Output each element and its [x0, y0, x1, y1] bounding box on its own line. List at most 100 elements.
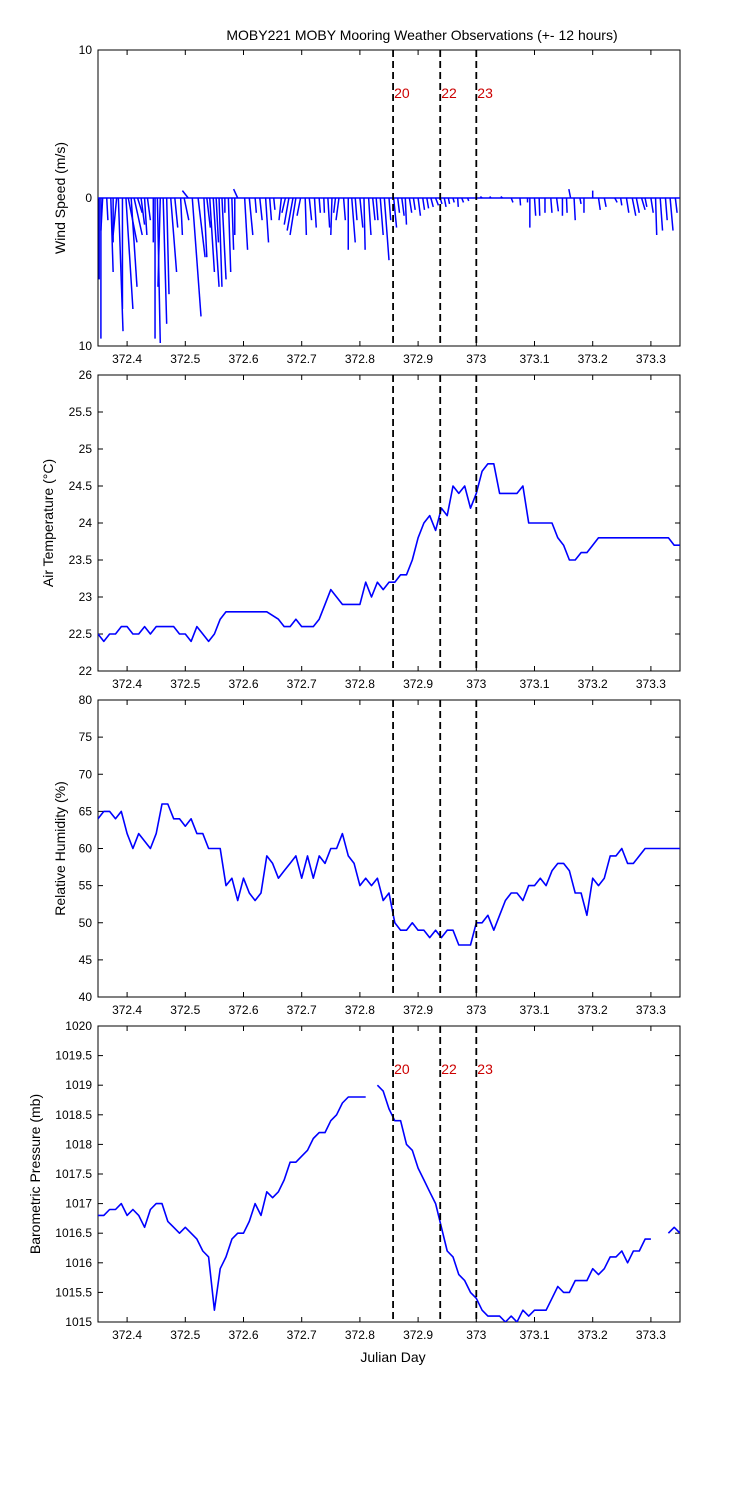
wind-stick [157, 197, 162, 287]
wind-stick [143, 197, 148, 236]
wind-stick [654, 197, 658, 236]
x-tick-label: 373.3 [636, 352, 666, 366]
x-tick-label: 373.1 [519, 352, 549, 366]
wind-stick [533, 197, 537, 216]
wind-stick [100, 197, 104, 231]
panel-3: 372.4 372.5 372.6 372.7 372.8 372.9 373 373.1 37… [52, 693, 681, 1017]
x-tick-label: 373.3 [636, 1328, 666, 1342]
wind-stick [669, 197, 674, 231]
wind-stick [286, 197, 294, 231]
event-marker-label: 20 [394, 85, 410, 101]
series-line [376, 1084, 651, 1322]
x-tick-label: 372.5 [170, 1003, 200, 1017]
plot-area [97, 374, 681, 672]
wind-stick [342, 197, 347, 221]
y-axis-label: Barometric Pressure (mb) [27, 1094, 43, 1254]
y-tick-label: 40 [79, 990, 93, 1004]
wind-stick [383, 197, 390, 261]
wind-stick [489, 196, 492, 199]
wind-stick [332, 197, 337, 213]
x-tick-label: 373.2 [578, 1328, 608, 1342]
wind-stick [603, 197, 607, 208]
y-tick-label: 24.5 [69, 479, 93, 493]
wind-stick [268, 197, 273, 221]
y-tick-label: 80 [79, 693, 93, 707]
y-tick-label: 1019 [65, 1078, 92, 1092]
wind-stick [165, 197, 170, 295]
y-tick-label: 23 [79, 590, 93, 604]
y-tick-label: 70 [79, 767, 93, 781]
x-tick-label: 372.4 [112, 352, 142, 366]
wind-stick [538, 197, 541, 216]
y-tick-label: 55 [79, 879, 93, 893]
wind-stick [650, 197, 654, 213]
x-tick-label: 373 [466, 352, 486, 366]
y-tick-label: 26 [79, 368, 93, 382]
x-tick-label: 373.1 [519, 677, 549, 691]
x-tick-label: 372.9 [403, 1003, 433, 1017]
wind-stick [550, 197, 553, 213]
wind-stick [452, 197, 455, 203]
wind-stick [273, 197, 276, 210]
y-axis-label: Air Temperature (°C) [40, 459, 56, 587]
wind-stick [183, 197, 190, 221]
series-line [98, 1096, 366, 1311]
wind-stick [461, 197, 465, 203]
wind-stick [232, 188, 239, 199]
wind-stick [146, 197, 152, 221]
wind-stick [203, 197, 208, 258]
wind-stick [555, 197, 560, 212]
wind-stick [259, 197, 263, 221]
x-tick-label: 373.2 [578, 352, 608, 366]
wind-stick [500, 195, 503, 199]
wind-stick [140, 197, 146, 225]
wind-stick [323, 197, 326, 213]
event-marker-label: 23 [477, 1061, 493, 1077]
x-tick-label: 372.6 [228, 1328, 258, 1342]
x-tick-label: 372.8 [345, 352, 375, 366]
x-tick-label: 372.9 [403, 352, 433, 366]
wind-stick [174, 197, 179, 228]
wind-stick [218, 197, 223, 287]
wind-stick [614, 197, 618, 203]
data-layer [98, 188, 680, 344]
event-marker-label: 23 [477, 85, 493, 101]
wind-stick [510, 197, 514, 203]
x-tick-label: 372.7 [287, 677, 317, 691]
wind-stick [136, 197, 143, 214]
wind-stick [179, 197, 184, 236]
x-tick-label: 372.8 [345, 1328, 375, 1342]
y-tick-label: 60 [79, 842, 93, 856]
y-tick-label: 1016 [65, 1256, 92, 1270]
y-tick-label: 25 [79, 442, 93, 456]
x-tick-label: 372.6 [228, 1003, 258, 1017]
wind-stick [133, 197, 143, 236]
wind-stick [215, 197, 220, 243]
event-marker-label: 22 [441, 1061, 457, 1077]
x-tick-label: 373.2 [578, 1003, 608, 1017]
wind-stick [105, 197, 109, 221]
x-tick-label: 373.3 [636, 1003, 666, 1017]
y-tick-label: 50 [79, 916, 93, 930]
wind-stick [191, 197, 202, 317]
y-tick-label: 1019.5 [55, 1049, 92, 1063]
event-marker-label: 20 [394, 1061, 410, 1077]
x-tick-label: 373 [466, 1003, 486, 1017]
wind-stick [110, 197, 114, 273]
wind-stick [243, 197, 249, 250]
series-line [667, 1226, 680, 1234]
figure-title: MOBY221 MOBY Mooring Weather Observation… [226, 27, 617, 43]
x-tick-label: 373.1 [519, 1003, 549, 1017]
wind-stick [351, 197, 356, 243]
y-tick-label: 0 [85, 191, 92, 205]
wind-stick [430, 197, 434, 208]
wind-stick [318, 197, 322, 213]
x-tick-label: 372.4 [112, 1003, 142, 1017]
wind-stick [330, 197, 333, 236]
x-tick-label: 372.9 [403, 1328, 433, 1342]
x-axis-label: Julian Day [360, 1349, 425, 1365]
plot-area [97, 699, 681, 998]
x-tick-label: 372.6 [228, 352, 258, 366]
wind-stick [289, 197, 297, 236]
